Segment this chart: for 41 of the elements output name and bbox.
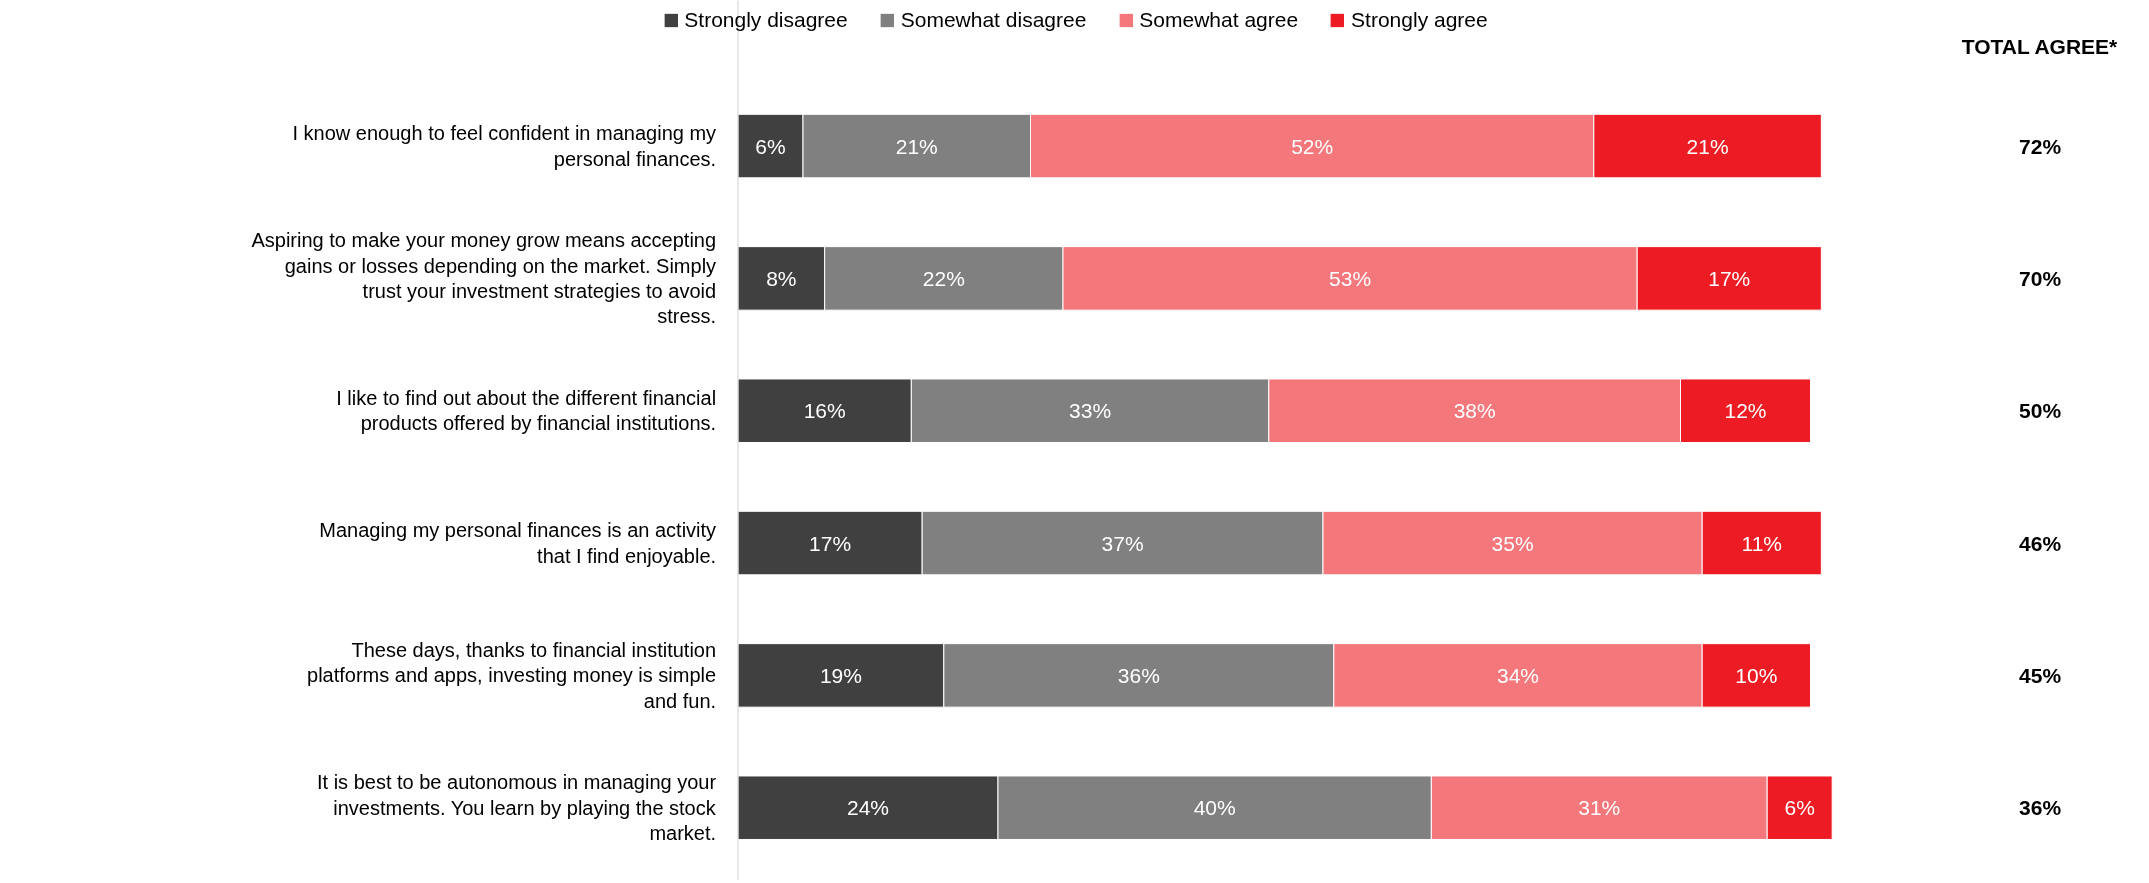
y-tick-label: These days, thanks to financial institution platforms and apps, investing money is simple and fun. [307,639,717,712]
data-label: 19% [819,663,862,687]
data-label: 21% [895,134,938,158]
data-label: 52% [1291,134,1334,158]
data-label: 17% [1708,266,1751,290]
y-tick-label: I like to find out about the different financial products offered by financial institutions. [336,387,717,435]
legend-label: Strongly agree [1351,8,1488,32]
data-label: 21% [1686,134,1729,158]
data-label: 10% [1735,663,1778,687]
text: 36% [2019,796,2062,820]
data-label: 16% [803,399,846,423]
data-label: 6% [1784,796,1815,820]
data-label: 37% [1101,531,1144,555]
y-tick-label: Managing my personal finances is an activity that I find enjoyable. [319,519,717,567]
data-label: 34% [1496,663,1540,687]
legend-label: Somewhat agree [1139,8,1299,32]
data-label: 38% [1453,399,1496,423]
data-label: 33% [1069,399,1112,423]
text: TOTAL AGREE* [1961,35,2119,59]
text: 50% [2019,399,2062,423]
y-tick-label: I know enough to feel confident in managing my personal finances. [292,122,717,170]
text: 45% [2019,663,2062,687]
text: 70% [2019,266,2062,290]
legend-label: Strongly disagree [684,8,848,32]
data-label: 12% [1724,399,1767,423]
y-tick-label: It is best to be autonomous in managing your investments. You learn by playing the stock market. [316,771,717,845]
text: 46% [2019,531,2062,555]
y-tick-label: Aspiring to make your money grow means accepting gains or losses depending on the market. Simply trust your investment strategies to avoid stress. [251,229,717,328]
data-label: 22% [922,266,965,290]
legend-label: Somewhat disagree [900,8,1087,32]
data-label: 11% [1741,531,1783,555]
text: 72% [2019,134,2062,158]
data-label: 24% [846,796,890,820]
data-label: 6% [755,134,786,158]
data-label: 40% [1193,796,1236,820]
data-label: 31% [1578,796,1621,820]
data-label: 35% [1491,531,1534,555]
data-label: 8% [766,266,797,290]
data-label: 53% [1329,266,1372,290]
data-label: 36% [1117,663,1160,687]
data-label: 17% [809,531,852,555]
